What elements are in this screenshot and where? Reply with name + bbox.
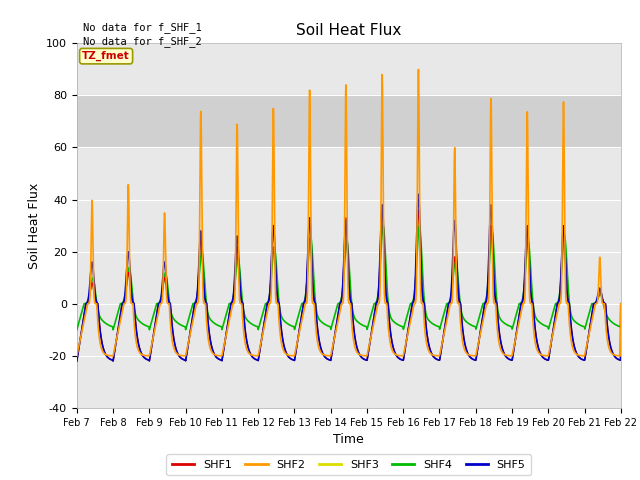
SHF1 (376, 251, 384, 257)
SHF2 (225, 321, 232, 327)
SHF2 (584, 336, 592, 342)
X-axis label: Time: Time (333, 433, 364, 446)
Line: SHF2: SHF2 (77, 70, 621, 356)
SHF4 (73, 327, 81, 333)
SHF1 (569, 337, 577, 343)
SHF4 (225, 303, 232, 309)
Text: No data for f_SHF_1: No data for f_SHF_1 (83, 22, 202, 33)
SHF5 (507, 357, 515, 363)
Line: SHF1: SHF1 (77, 207, 621, 361)
SHF3 (365, 349, 372, 355)
SHF3 (376, 256, 384, 262)
SHF4 (365, 322, 372, 328)
Line: SHF5: SHF5 (77, 194, 621, 361)
Line: SHF3: SHF3 (77, 213, 621, 361)
SHF5 (415, 192, 422, 197)
SHF5 (584, 336, 592, 342)
SHF3 (617, 301, 625, 307)
SHF5 (376, 247, 384, 252)
SHF5 (617, 301, 625, 307)
Title: Soil Heat Flux: Soil Heat Flux (296, 23, 401, 38)
SHF4 (415, 223, 423, 228)
SHF4 (584, 314, 592, 320)
SHF1 (225, 316, 232, 322)
SHF1 (617, 301, 625, 307)
Bar (77, 96, 621, 147)
SHF2 (376, 280, 384, 286)
SHF4 (569, 316, 577, 322)
SHF1 (365, 349, 372, 355)
Text: TZ_fmet: TZ_fmet (82, 51, 130, 61)
SHF1 (507, 357, 515, 363)
SHF5 (73, 358, 81, 364)
Legend: SHF1, SHF2, SHF3, SHF4, SHF5: SHF1, SHF2, SHF3, SHF4, SHF5 (166, 454, 531, 475)
Y-axis label: Soil Heat Flux: Soil Heat Flux (28, 182, 40, 269)
SHF5 (225, 316, 232, 322)
SHF3 (225, 316, 232, 322)
SHF3 (507, 357, 515, 363)
SHF3 (569, 337, 577, 343)
SHF3 (584, 336, 592, 342)
SHF2 (507, 353, 515, 359)
Text: No data for f_SHF_2: No data for f_SHF_2 (83, 36, 202, 47)
SHF2 (73, 353, 81, 359)
SHF2 (365, 347, 372, 352)
SHF4 (617, 301, 625, 307)
SHF4 (507, 324, 515, 329)
Line: SHF4: SHF4 (77, 226, 621, 330)
SHF2 (617, 301, 625, 307)
SHF3 (73, 358, 81, 364)
SHF2 (415, 67, 422, 72)
SHF5 (569, 337, 577, 343)
SHF5 (365, 349, 372, 355)
SHF1 (73, 358, 81, 364)
SHF3 (378, 210, 386, 216)
SHF4 (376, 264, 384, 269)
SHF1 (378, 204, 386, 210)
SHF2 (569, 346, 577, 351)
SHF1 (584, 336, 592, 342)
